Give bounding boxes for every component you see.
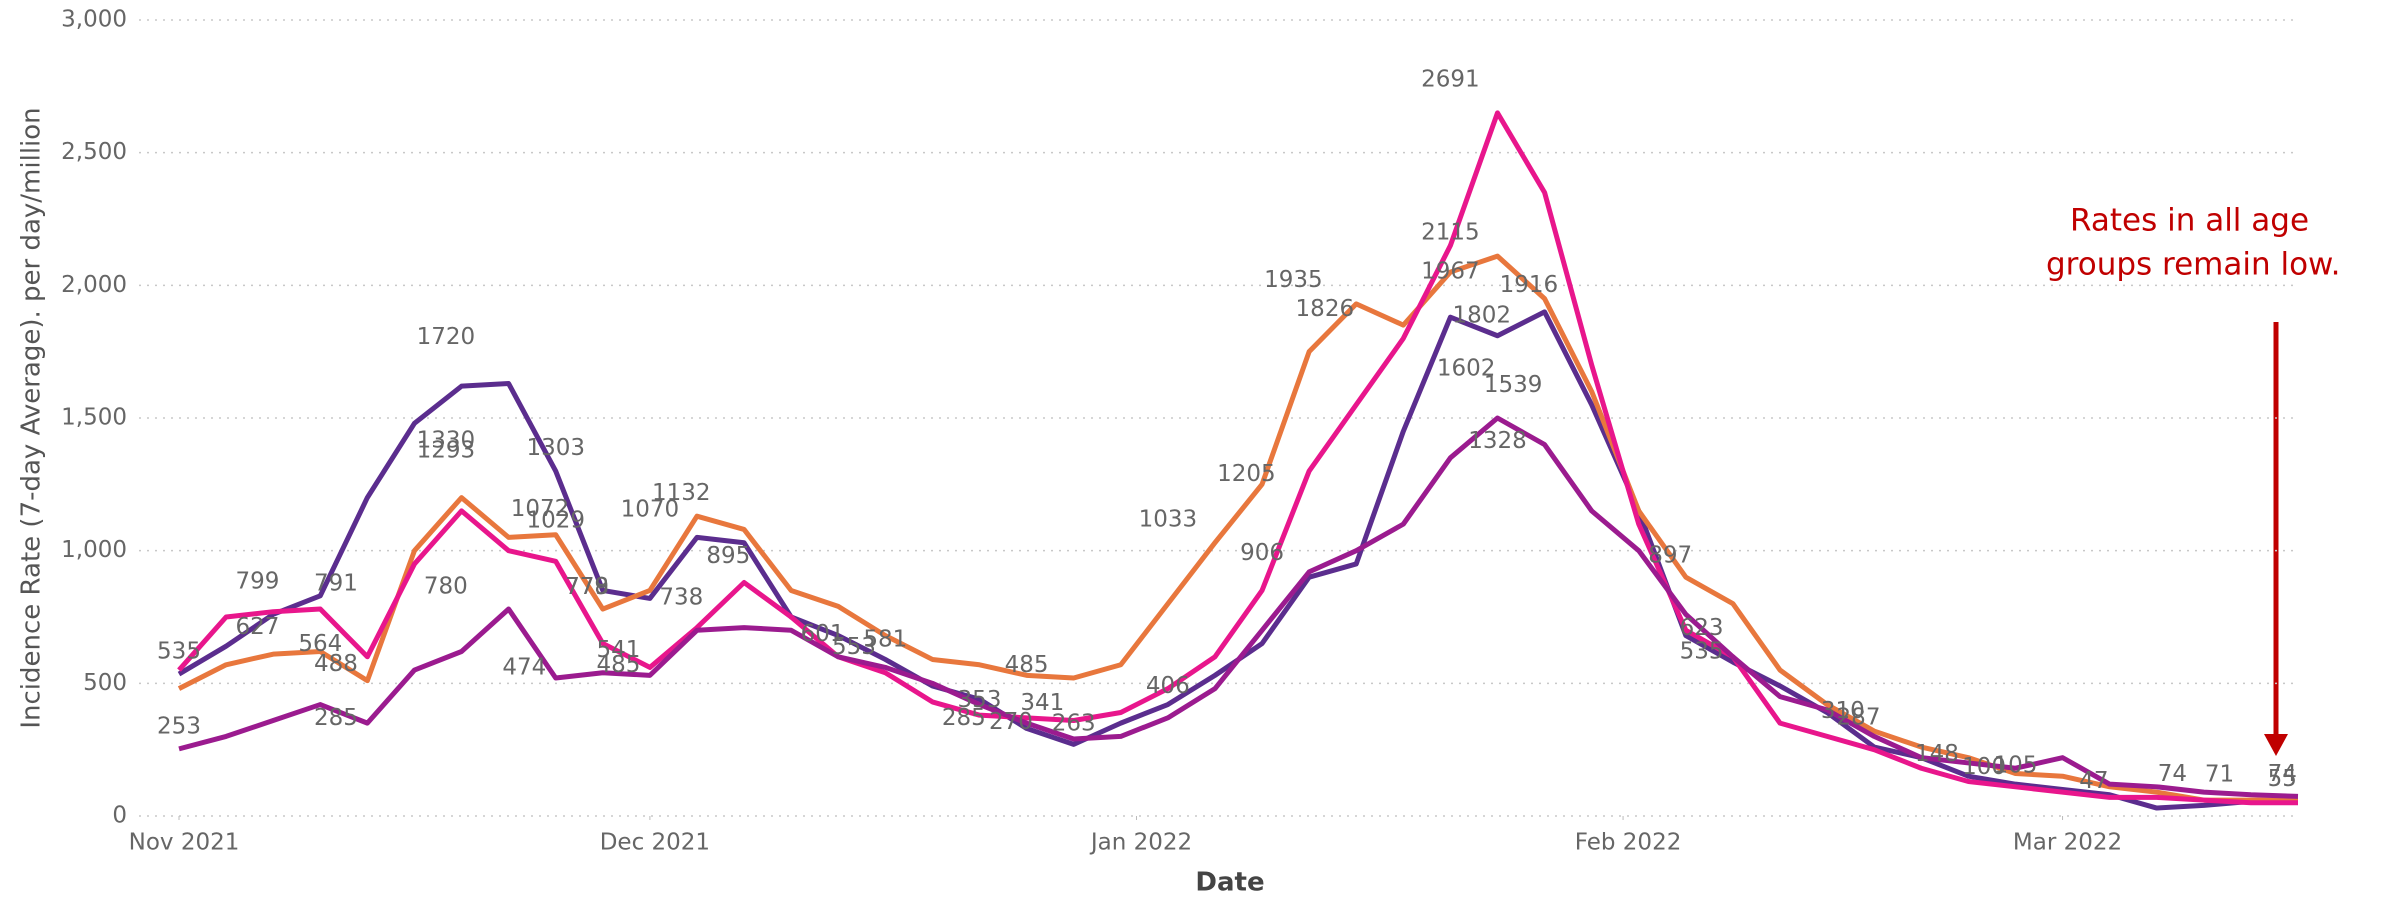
data-label: 791 bbox=[314, 571, 358, 597]
data-label: 895 bbox=[706, 543, 750, 569]
data-label: 485 bbox=[1005, 652, 1049, 678]
data-label: 1029 bbox=[526, 507, 585, 533]
data-label: 779 bbox=[565, 574, 609, 600]
data-label: 738 bbox=[659, 585, 703, 611]
y-tick-label: 0 bbox=[112, 803, 127, 829]
data-label: 897 bbox=[1648, 542, 1692, 568]
data-label: 488 bbox=[314, 651, 358, 677]
data-label: 74 bbox=[2158, 761, 2187, 787]
data-label: 1293 bbox=[417, 437, 476, 463]
y-tick-label: 3,000 bbox=[61, 7, 127, 33]
data-label: 353 bbox=[958, 687, 1002, 713]
data-label: 1967 bbox=[1421, 259, 1480, 285]
data-label: 47 bbox=[2079, 768, 2108, 794]
data-label: 564 bbox=[298, 631, 342, 657]
data-label: 105 bbox=[1994, 753, 2038, 779]
data-label: 285 bbox=[314, 705, 358, 731]
y-tick-label: 2,000 bbox=[61, 272, 127, 298]
data-label: 270 bbox=[989, 709, 1033, 735]
data-label: 1328 bbox=[1468, 428, 1527, 454]
y-tick-label: 1,000 bbox=[61, 537, 127, 563]
annotation: groups remain low. bbox=[2046, 247, 2340, 283]
data-label: 1132 bbox=[652, 480, 711, 506]
x-tick-label: Jan 2022 bbox=[1089, 830, 1192, 856]
data-label: 2115 bbox=[1421, 219, 1480, 245]
data-label: 627 bbox=[236, 614, 280, 640]
data-label: 1072 bbox=[511, 496, 570, 522]
data-label: 253 bbox=[157, 713, 201, 739]
series-line bbox=[177, 253, 2298, 803]
x-tick-label: Nov 2021 bbox=[129, 830, 240, 856]
data-label: 2691 bbox=[1421, 66, 1480, 92]
data-label: 406 bbox=[1146, 673, 1190, 699]
data-label: 780 bbox=[424, 574, 468, 600]
data-label: 778 bbox=[565, 574, 609, 600]
data-label: 1330 bbox=[417, 428, 476, 454]
y-axis-title: Incidence Rate (7-day Average). per day/… bbox=[17, 107, 47, 728]
data-label: 601 bbox=[801, 621, 845, 647]
x-axis-title: Date bbox=[1195, 868, 1264, 898]
data-label: 1916 bbox=[1500, 272, 1559, 298]
data-label: 535 bbox=[157, 639, 201, 665]
data-label: 287 bbox=[1837, 704, 1881, 730]
data-label: 485 bbox=[597, 652, 641, 678]
data-label: 310 bbox=[1821, 698, 1865, 724]
data-label: 74 bbox=[2268, 761, 2297, 787]
data-label: 623 bbox=[1680, 615, 1724, 641]
series-line bbox=[178, 415, 2299, 799]
data-label: 1602 bbox=[1437, 355, 1496, 381]
data-label: 535 bbox=[1680, 639, 1724, 665]
data-label: 799 bbox=[236, 568, 280, 594]
data-label: 55 bbox=[2268, 766, 2297, 792]
x-tick-label: Dec 2021 bbox=[600, 830, 710, 856]
data-label: 263 bbox=[1052, 711, 1096, 737]
data-label: 1826 bbox=[1296, 296, 1355, 322]
y-tick-label: 2,500 bbox=[61, 139, 127, 165]
series-line bbox=[177, 309, 2298, 811]
data-label: 1720 bbox=[417, 324, 476, 350]
data-label: 1033 bbox=[1139, 506, 1198, 532]
data-label: 1303 bbox=[526, 435, 585, 461]
data-label: 906 bbox=[1240, 540, 1284, 566]
data-label: 1070 bbox=[621, 497, 680, 523]
data-label: 541 bbox=[597, 637, 641, 663]
data-label: 581 bbox=[863, 626, 907, 652]
series-line bbox=[177, 110, 2298, 806]
arrow-head bbox=[2264, 734, 2288, 756]
annotation: Rates in all age bbox=[2070, 203, 2309, 239]
data-label: 1935 bbox=[1264, 267, 1323, 293]
data-label: 341 bbox=[1020, 690, 1064, 716]
data-label: 1205 bbox=[1217, 461, 1276, 487]
data-label: 1539 bbox=[1484, 372, 1543, 398]
data-label: 148 bbox=[1915, 741, 1959, 767]
data-label: 71 bbox=[2205, 762, 2234, 788]
x-tick-label: Feb 2022 bbox=[1575, 830, 1682, 856]
y-tick-label: 500 bbox=[83, 670, 127, 696]
data-label: 474 bbox=[502, 655, 546, 681]
y-tick-label: 1,500 bbox=[61, 405, 127, 431]
data-label: 285 bbox=[942, 705, 986, 731]
data-label: 553 bbox=[832, 634, 876, 660]
data-label: 100 bbox=[1962, 754, 2006, 780]
data-label: 1802 bbox=[1453, 302, 1512, 328]
x-tick-label: Mar 2022 bbox=[2013, 830, 2122, 856]
